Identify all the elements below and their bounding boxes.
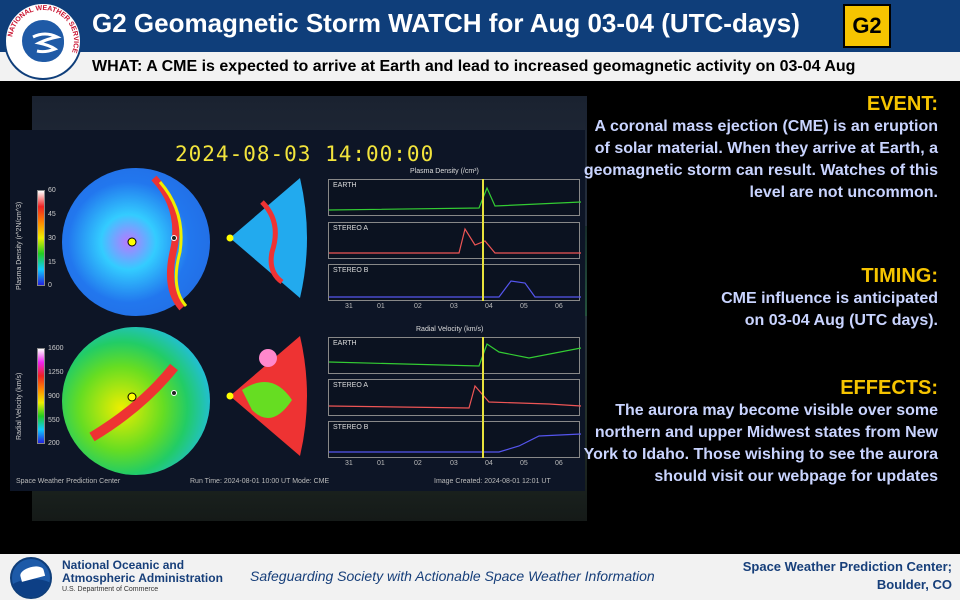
velocity-panel-stereo-b-label: STEREO B [333, 424, 369, 431]
what-banner: WHAT: A CME is expected to arrive at Ear… [0, 52, 960, 81]
velocity-meridional-wedge [226, 336, 307, 456]
density-cme-front [127, 175, 188, 311]
x-tick: 06 [555, 303, 563, 310]
velocity-colorbar-label: Radial Velocity (km/s) [16, 372, 23, 440]
noaa-wave-icon [12, 579, 50, 597]
x-tick: 02 [414, 460, 422, 467]
effects-text: The aurora may become visible over some … [583, 402, 938, 485]
x-tick: 06 [555, 460, 563, 467]
timing-text: CME influence is anticipated on 03-04 Au… [721, 290, 938, 329]
swpc-line1: Space Weather Prediction Center; [742, 559, 952, 574]
timing-heading: TIMING: [861, 265, 938, 287]
x-tick: 31 [345, 303, 353, 310]
model-image-created: Image Created: 2024-08-01 12:01 UT [434, 478, 551, 485]
noaa-department: U.S. Department of Commerce [62, 586, 159, 593]
velocity-panel-earth: EARTH [328, 337, 581, 374]
density-colorbar [37, 190, 45, 286]
noaa-logo [10, 557, 52, 599]
x-tick: 03 [450, 303, 458, 310]
density-colorbar-label: Plasma Density (r^2N/cm^3) [16, 201, 23, 290]
velocity-colorbar [37, 348, 45, 444]
x-tick: 02 [414, 303, 422, 310]
velocity-cbar-tick: 200 [48, 440, 60, 447]
x-tick: 01 [377, 303, 385, 310]
noaa-name-line1: National Oceanic and [62, 558, 185, 572]
density-panel-earth-label: EARTH [333, 182, 357, 189]
storm-level-badge: G2 [843, 4, 891, 48]
density-meridional-wedge [226, 178, 307, 298]
footer-bar: National Oceanic and Atmospheric Adminis… [0, 554, 960, 600]
density-panel-stereo-a-label: STEREO A [333, 225, 369, 232]
velocity-panel-earth-label: EARTH [333, 340, 357, 347]
density-cbar-tick: 15 [48, 259, 56, 266]
noaa-name-line2: Atmospheric Administration [62, 571, 223, 585]
what-text: WHAT: A CME is expected to arrive at Ear… [92, 58, 856, 75]
main-area: 2024-08-03 14:00:00 Plasma Density (r^2N… [0, 81, 960, 554]
velocity-cbar-tick: 1600 [48, 345, 64, 352]
enlil-model-image: 2024-08-03 14:00:00 Plasma Density (r^2N… [10, 130, 585, 491]
current-time-marker [482, 337, 484, 458]
nws-logo: NATIONAL WEATHER SERVICE [4, 2, 82, 80]
swpc-credit: Space Weather Prediction Center; Boulder… [743, 558, 952, 594]
event-section: EVENT: A coronal mass ejection (CME) is … [578, 93, 938, 204]
velocity-cbar-tick: 1250 [48, 369, 64, 376]
effects-heading: EFFECTS: [840, 377, 938, 399]
density-panel-stereo-b-label: STEREO B [333, 267, 369, 274]
model-timestamp: 2024-08-03 14:00:00 [175, 142, 435, 166]
page-title: G2 Geomagnetic Storm WATCH for Aug 03-04… [92, 8, 800, 38]
velocity-panel-stereo-b: STEREO B [328, 421, 581, 458]
timing-section: TIMING: CME influence is anticipated on … [578, 265, 938, 332]
header-bar: G2 Geomagnetic Storm WATCH for Aug 03-04… [0, 0, 960, 52]
density-panel-stereo-a: STEREO A [328, 222, 581, 259]
x-tick: 03 [450, 460, 458, 467]
x-tick: 05 [520, 460, 528, 467]
tornado-icon [26, 24, 64, 62]
x-tick: 04 [485, 303, 493, 310]
density-cbar-tick: 0 [48, 282, 52, 289]
swpc-line2: Boulder, CO [876, 577, 952, 592]
noaa-name: National Oceanic and Atmospheric Adminis… [62, 559, 223, 585]
current-time-marker [482, 179, 484, 301]
effects-section: EFFECTS: The aurora may become visible o… [568, 377, 938, 488]
x-tick: 01 [377, 460, 385, 467]
tagline: Safeguarding Society with Actionable Spa… [250, 568, 655, 584]
density-cbar-tick: 30 [48, 235, 56, 242]
density-cbar-tick: 60 [48, 187, 56, 194]
velocity-panel-stereo-a: STEREO A [328, 379, 581, 416]
density-plot-title: Plasma Density (/cm³) [410, 168, 479, 175]
model-credit: Space Weather Prediction Center [16, 478, 121, 485]
density-panel-stereo-b: STEREO B [328, 264, 581, 301]
x-tick: 31 [345, 460, 353, 467]
density-cbar-tick: 45 [48, 211, 56, 218]
x-tick: 04 [485, 460, 493, 467]
velocity-panel-stereo-a-label: STEREO A [333, 382, 369, 389]
velocity-cbar-tick: 900 [48, 393, 60, 400]
model-run-time: Run Time: 2024-08-01 10:00 UT Mode: CME [190, 478, 330, 485]
x-tick: 05 [520, 303, 528, 310]
velocity-plot-title: Radial Velocity (km/s) [416, 326, 484, 333]
event-text: A coronal mass ejection (CME) is an erup… [583, 118, 938, 201]
density-panel-earth: EARTH [328, 179, 581, 216]
nws-logo-emblem [20, 18, 66, 64]
velocity-cme-front [89, 363, 178, 442]
velocity-cbar-tick: 550 [48, 417, 60, 424]
event-heading: EVENT: [866, 93, 938, 115]
